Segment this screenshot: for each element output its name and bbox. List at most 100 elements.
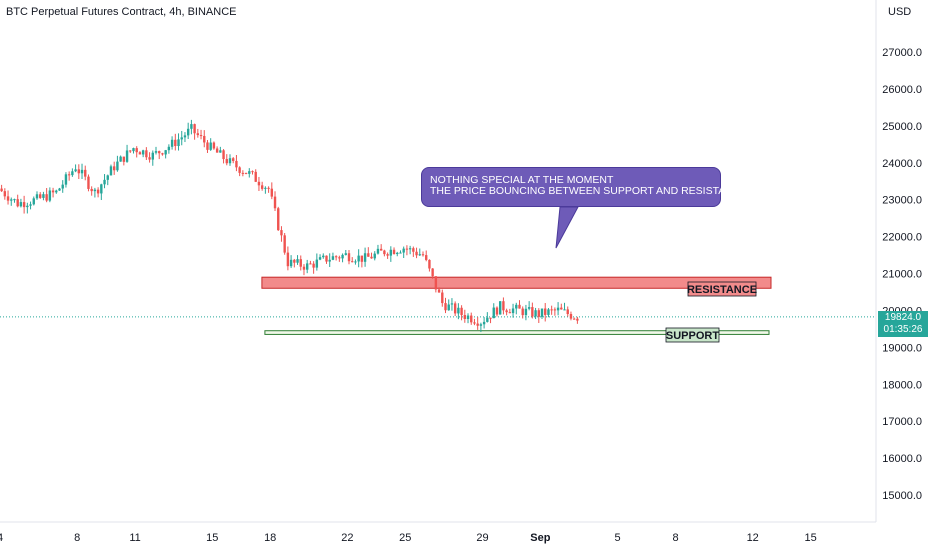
y-tick-label: 24000.0 [882,158,922,170]
candle-down [273,196,277,209]
x-tick-label: 8 [74,532,80,544]
candle-up [328,259,331,262]
candle-down [67,174,71,176]
candle-down [325,255,328,262]
candle-down [370,256,373,259]
candle-down [77,169,81,174]
candle-up [331,256,335,260]
candle-up [296,259,299,263]
candle-up [26,205,29,208]
candle-down [473,322,476,324]
candle-up [482,321,486,325]
y-tick-label: 26000.0 [882,84,922,96]
candle-up [61,184,64,189]
candle-up [466,315,470,319]
x-tick-label: 15 [206,532,218,544]
candle-up [219,150,222,153]
candle-up [511,308,515,314]
candle-down [405,248,409,250]
candle-down [283,235,286,253]
candle-up [190,124,193,129]
candle-up [556,307,560,311]
candle-up [177,139,180,147]
candle-up [154,151,158,153]
candle-up [486,317,489,322]
candle-down [431,268,434,277]
candle-up [183,135,187,138]
candle-down [238,167,241,173]
candle-down [90,188,93,192]
candle-down [476,323,479,326]
candle-down [505,310,508,313]
candle-up [42,194,45,198]
candle-down [463,315,467,319]
candle-down [96,189,100,194]
candle-down [0,188,3,192]
candle-down [560,307,563,310]
y-tick-label: 16000.0 [882,453,922,465]
y-tick-label: 19000.0 [882,342,922,354]
candle-down [286,252,290,267]
candle-up [125,150,129,162]
candle-down [203,135,206,143]
candle-down [434,276,438,290]
candle-up [80,169,84,174]
candle-down [302,266,306,270]
candle-up [64,174,68,185]
candle-up [32,198,35,205]
candle-down [347,253,351,262]
candle-down [45,194,48,201]
candle-up [363,253,367,262]
candle-up [534,310,537,317]
annotation-callout[interactable]: NOTHING SPECIAL AT THE MOMENT THE PRICE … [421,167,748,207]
candle-up [524,308,528,316]
candle-down [518,304,521,309]
candle-down [299,259,302,267]
candle-up [315,259,319,268]
y-tick-label: 25000.0 [882,121,922,133]
candle-down [566,309,569,315]
candle-down [161,153,164,155]
candle-down [199,135,203,137]
candle-down [441,292,444,304]
candle-up [248,171,251,174]
callout-line-2: THE PRICE BOUNCING BETWEEN SUPPORT AND R… [430,185,748,197]
candle-down [174,139,177,147]
x-tick-label: Sep [530,532,550,544]
candle-down [508,312,512,314]
candle-up [228,158,232,164]
candle-down [569,314,573,319]
candle-up [119,156,122,162]
candle-down [470,315,473,323]
candle-up [498,301,502,315]
candle-down [148,157,151,160]
candle-down [193,124,196,134]
candle-down [254,171,257,182]
y-tick-label: 17000.0 [882,416,922,428]
candle-down [270,188,274,197]
y-tick-label: 15000.0 [882,490,922,502]
candle-up [151,152,154,160]
x-tick-label: 12 [747,532,759,544]
candle-up [376,248,380,254]
last-price-value: 19824.0 [884,312,922,323]
y-tick-label: 23000.0 [882,195,922,207]
candle-up [71,171,74,176]
candle-down [244,172,248,174]
candle-up [103,179,106,185]
candle-down [572,318,576,320]
last-price-tag: 19824.0 01:35:26 [878,311,928,337]
candle-up [418,254,421,256]
resistance-label: RESISTANCE [687,284,757,296]
candle-down [232,158,235,161]
candle-up [264,187,267,189]
candle-up [305,263,309,270]
candle-up [447,304,450,311]
candle-down [309,263,312,265]
x-tick-label: 22 [341,532,353,544]
candle-down [334,256,338,258]
candle-down [351,261,354,263]
candle-down [360,255,364,262]
candle-up [116,161,119,171]
candle-up [74,169,77,172]
